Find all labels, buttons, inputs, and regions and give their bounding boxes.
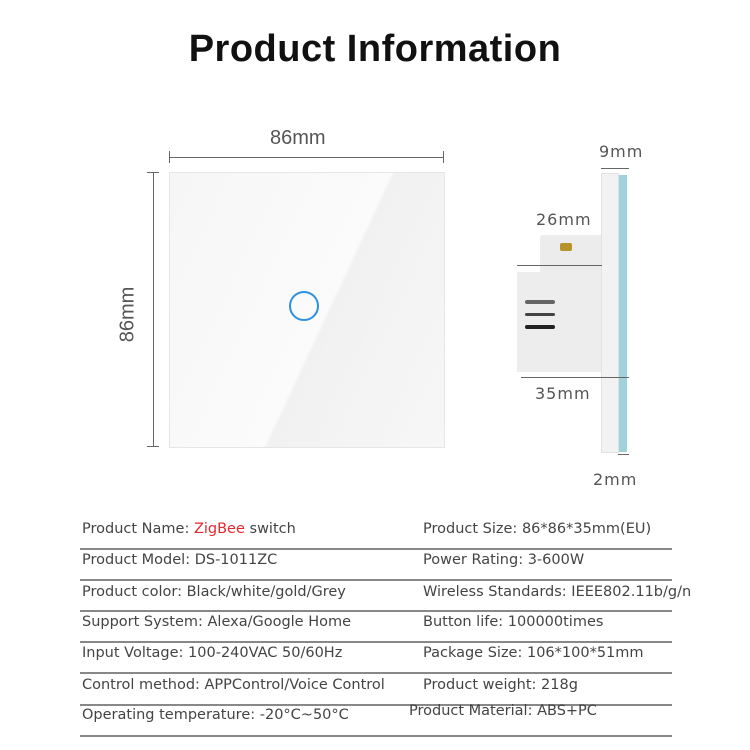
spec-value: 218g [541,677,578,693]
spec-label: Product Name: [82,521,190,537]
spec-value: 3-600W [527,552,585,568]
spec-right-4: Package Size: 106*100*51mm [423,645,644,661]
switch-body-top [540,235,601,273]
switch-frame-side [601,173,619,453]
depth-label: 35mm [535,384,591,403]
spec-label: Product Size: [423,521,518,537]
row-divider [80,610,672,612]
spec-right-3: Button life: 100000times [423,614,603,630]
spec-value: 86*86*35mm(EU) [521,521,652,537]
spec-left-6: Operating temperature: -20°C~50°C [82,707,349,723]
switch-body [517,272,601,372]
dimension-tick [169,151,170,163]
spec-value: DS-1011ZC [194,552,278,568]
spec-left-0: Product Name: ZigBee switch [82,521,296,537]
spec-right-1: Power Rating: 3-600W [423,552,584,568]
dimension-tick [147,446,159,447]
spec-value: 100000times [507,614,604,630]
row-divider [80,579,672,581]
spec-right-5: Product weight: 218g [423,677,578,693]
row-divider [80,641,672,643]
spec-label: Operating temperature: [82,707,256,723]
spec-label: Product color: [82,584,182,600]
spec-value: Black/white/gold/Grey [186,584,346,600]
spec-label: Button life: [423,614,504,630]
frame-thickness-label: 9mm [599,142,644,161]
spec-left-3: Support System: Alexa/Google Home [82,614,351,630]
touch-button-ring[interactable] [289,291,319,321]
dimension-line [521,377,629,378]
spec-value: switch [244,521,296,537]
spec-label: Product weight: [423,677,537,693]
dimension-line [517,265,602,266]
dimension-line [601,168,629,169]
height-dimension-label: 86mm [116,286,139,343]
body-width-label: 26mm [536,210,592,229]
spec-value: 106*100*51mm [526,645,644,661]
row-divider [80,704,672,706]
dimension-line [618,454,629,455]
glass-panel-side [619,175,627,452]
spec-label: Control method: [82,677,200,693]
width-dimension-label: 86mm [270,127,326,149]
spec-label: Wireless Standards: [423,584,567,600]
glass-thickness-label: 2mm [593,470,638,489]
dimension-tick [443,151,444,163]
switch-front-panel [169,172,445,448]
spec-label: Package Size: [423,645,523,661]
spec-value: IEEE802.11b/g/n [571,584,692,600]
spec-value: APPControl/Voice Control [204,677,385,693]
spec-value-highlight: ZigBee [193,521,245,537]
row-divider [80,735,672,737]
row-divider [80,548,672,550]
spec-label: Product Material: [409,703,533,719]
spec-right-0: Product Size: 86*86*35mm(EU) [423,521,651,537]
spec-right-2: Wireless Standards: IEEE802.11b/g/n [423,584,691,600]
row-divider [80,672,672,674]
spec-left-4: Input Voltage: 100-240VAC 50/60Hz [82,645,342,661]
spec-left-5: Control method: APPControl/Voice Control [82,677,385,693]
spec-left-1: Product Model: DS-1011ZC [82,552,277,568]
width-dimension-line [169,157,444,158]
spec-value: 100-240VAC 50/60Hz [188,645,343,661]
spec-value: Alexa/Google Home [207,614,352,630]
terminal-screw [560,243,572,251]
spec-label: Power Rating: [423,552,524,568]
spec-right-6: Product Material: ABS+PC [409,703,597,719]
page-title: Product Information [188,28,562,70]
spec-left-2: Product color: Black/white/gold/Grey [82,584,346,600]
spec-label: Support System: [82,614,203,630]
height-dimension-line [153,172,154,447]
spec-value: ABS+PC [537,703,597,719]
spec-value: -20°C~50°C [259,707,349,723]
spec-label: Product Model: [82,552,191,568]
dimension-tick [147,172,159,173]
spec-label: Input Voltage: [82,645,184,661]
